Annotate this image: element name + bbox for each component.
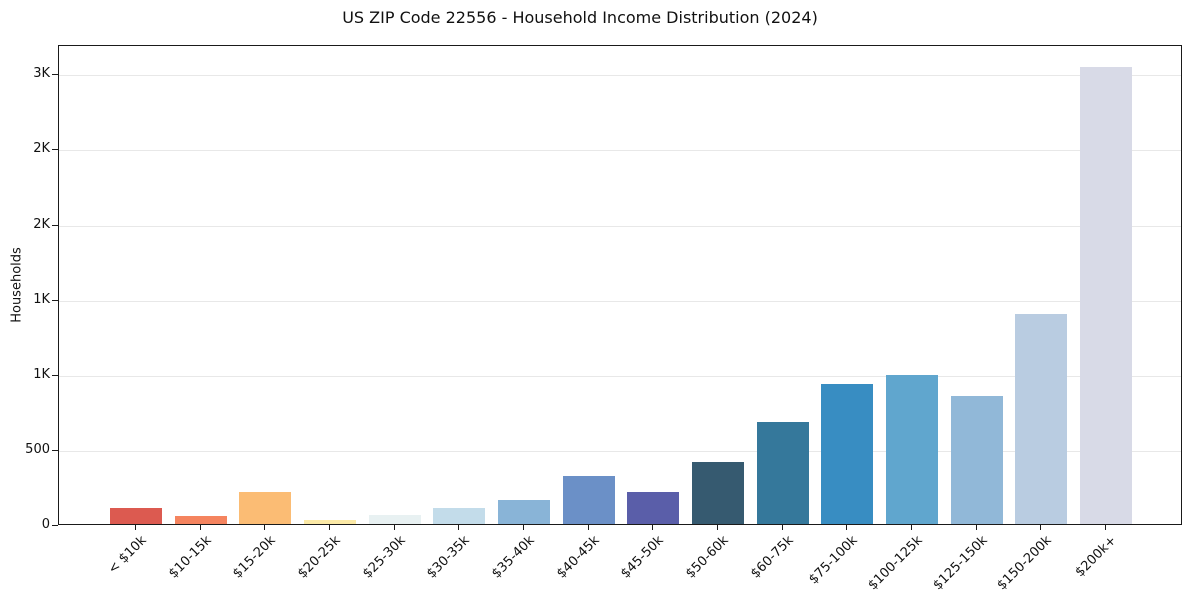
y-tick-mark: [52, 149, 58, 150]
bar-$25-30k: [369, 515, 421, 524]
x-tick-mark: [523, 525, 524, 530]
x-tick-mark: [846, 525, 847, 530]
x-tick-mark: [976, 525, 977, 530]
x-tick-label-text: $50-60k: [683, 533, 732, 582]
y-tick-mark: [52, 300, 58, 301]
x-tick-label-text: $10-15k: [166, 533, 215, 582]
y-tick-label: 1K: [33, 367, 50, 382]
x-tick-mark: [911, 525, 912, 530]
y-tick-mark: [52, 225, 58, 226]
x-tick-mark: [782, 525, 783, 530]
x-tick-label-text: $60-75k: [748, 533, 797, 582]
x-tick-label-text: $200k+: [1072, 533, 1120, 581]
x-tick-label-text: < $10k: [105, 533, 150, 578]
gridline: [59, 451, 1181, 452]
gridline: [59, 75, 1181, 76]
bar-$75-100k: [821, 384, 873, 524]
bar-$125-150k: [951, 395, 1003, 524]
x-tick-label-text: $25-30k: [360, 533, 409, 582]
bar-$20-25k: [304, 519, 356, 524]
y-tick-label: 3K: [33, 66, 50, 81]
x-tick-label-text: $35-40k: [489, 533, 538, 582]
x-tick-mark: [329, 525, 330, 530]
x-tick-mark: [200, 525, 201, 530]
y-tick-label: 2K: [33, 217, 50, 232]
x-tick-label-text: $40-45k: [554, 533, 603, 582]
y-tick-mark: [52, 525, 58, 526]
x-tick-mark: [652, 525, 653, 530]
bar-< $10k: [110, 508, 162, 524]
x-tick-label-text: $15-20k: [230, 533, 279, 582]
x-tick-label-text: $125-150k: [930, 533, 991, 593]
bar-$100-125k: [886, 375, 938, 524]
gridline: [59, 150, 1181, 151]
bar-$30-35k: [433, 508, 485, 524]
x-tick-label-text: $20-25k: [295, 533, 344, 582]
y-tick-mark: [52, 375, 58, 376]
x-tick-label-text: $100-125k: [865, 533, 926, 593]
x-tick-label-text: $45-50k: [618, 533, 667, 582]
y-tick-label: 2K: [33, 141, 50, 156]
x-tick-mark: [1105, 525, 1106, 530]
x-tick-mark: [458, 525, 459, 530]
y-tick-label: 0: [41, 517, 50, 532]
bar-$40-45k: [563, 475, 615, 524]
x-tick-mark: [135, 525, 136, 530]
x-tick-mark: [717, 525, 718, 530]
gridline: [59, 376, 1181, 377]
gridline: [59, 301, 1181, 302]
x-tick-label-text: $150-200k: [994, 533, 1055, 593]
x-tick-label-text: $75-100k: [806, 533, 861, 588]
bar-$200k+: [1080, 66, 1132, 524]
x-tick-mark: [588, 525, 589, 530]
bar-$150-200k: [1015, 313, 1067, 524]
x-tick-mark: [264, 525, 265, 530]
chart-title: US ZIP Code 22556 - Household Income Dis…: [342, 8, 818, 27]
bar-$35-40k: [498, 500, 550, 524]
bar-$10-15k: [175, 515, 227, 524]
x-tick-label-text: $30-35k: [424, 533, 473, 582]
y-tick-mark: [52, 450, 58, 451]
gridline: [59, 226, 1181, 227]
x-tick-mark: [394, 525, 395, 530]
bar-$45-50k: [627, 491, 679, 524]
bar-$50-60k: [692, 462, 744, 524]
y-tick-label: 1K: [33, 292, 50, 307]
y-tick-label: 500: [25, 442, 50, 457]
bar-$15-20k: [239, 491, 291, 524]
plot-area: [58, 45, 1182, 525]
y-axis-label: Households: [9, 247, 25, 323]
bar-$60-75k: [757, 421, 809, 524]
x-tick-mark: [1040, 525, 1041, 530]
y-tick-mark: [52, 74, 58, 75]
